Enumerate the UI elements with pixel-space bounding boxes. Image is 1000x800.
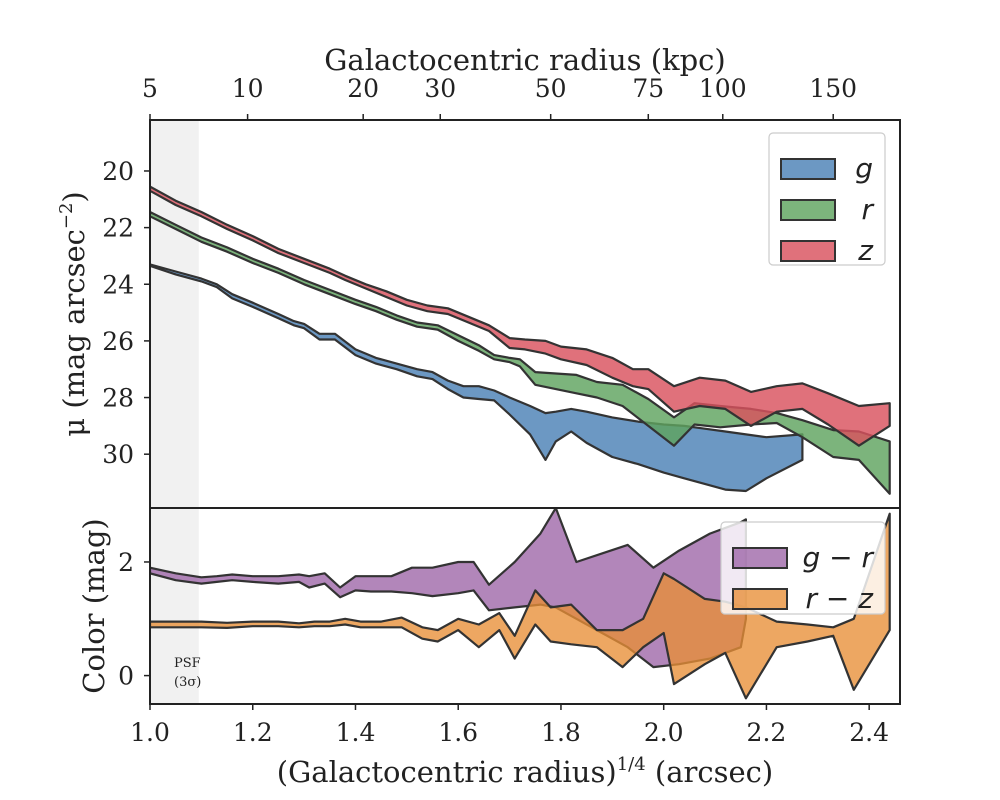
kpc-tick-label: 20 — [347, 74, 379, 103]
band-g — [150, 263, 804, 493]
color-y-axis-title: Color (mag) — [77, 518, 111, 693]
color-frame — [149, 507, 901, 705]
kpc-tick-label: 5 — [142, 74, 158, 103]
y-tick-label: 22 — [102, 214, 134, 243]
kpc-tick-label: 150 — [809, 74, 857, 103]
bottom-x-axis-title: (Galactocentric radius)1/4 (arcsec) — [277, 754, 773, 789]
psf-region-color — [150, 508, 199, 704]
kpc-tick-label: 100 — [699, 74, 747, 103]
top-x-axis-title: Galactocentric radius (kpc) — [324, 43, 725, 77]
legend-swatch — [732, 547, 788, 569]
x-tick-label: 1.2 — [233, 718, 273, 747]
bottom-x-ticks: 1.0 1.2 1.4 1.6 1.8 2.0 2.2 2.4 — [130, 704, 889, 747]
color-y-ticks: 02 — [118, 548, 150, 691]
legend-swatch — [732, 588, 788, 610]
psf-sigma-label: (3σ) — [174, 675, 201, 690]
legend-label: r — [861, 193, 874, 226]
legend-swatch — [780, 158, 836, 180]
surface-brightness-panel: 20 22 24 26 28 30 5 10 20 30 50 75 100 150 grz — [102, 74, 901, 509]
legend-label: r − z — [806, 582, 875, 615]
psf-region — [150, 120, 199, 508]
color-y-tick-label: 0 — [118, 662, 134, 691]
band-r — [150, 210, 891, 495]
surface-brightness-y-axis-title: μ (mag arcsec−2) — [56, 191, 91, 437]
band-z — [150, 185, 891, 447]
x-tick-label: 2.2 — [747, 718, 787, 747]
surface-brightness-bands — [150, 185, 891, 495]
legend-swatch — [780, 199, 836, 221]
y-tick-label: 26 — [102, 327, 134, 356]
x-tick-label: 1.0 — [130, 718, 170, 747]
y-tick-label: 28 — [102, 384, 134, 413]
x-tick-label: 2.0 — [644, 718, 684, 747]
psf-label: PSF — [174, 656, 201, 671]
kpc-tick-label: 75 — [632, 74, 664, 103]
x-tick-label: 1.4 — [336, 718, 376, 747]
legend-label: g − r — [802, 541, 874, 574]
x-tick-label: 1.6 — [438, 718, 478, 747]
legend-label: z — [857, 234, 874, 267]
legend-swatch — [780, 240, 836, 262]
band-rz — [150, 512, 891, 700]
kpc-tick-label: 50 — [535, 74, 567, 103]
y-tick-label: 30 — [102, 440, 134, 469]
x-tick-label: 2.4 — [849, 718, 889, 747]
surface-brightness-legend: grz — [768, 132, 886, 267]
color-bands — [150, 508, 891, 700]
legend-label: g — [855, 152, 873, 185]
color-legend: g − r r − z — [720, 521, 886, 615]
top-kpc-ticks: 5 10 20 30 50 75 100 150 — [142, 74, 857, 120]
y-tick-label: 20 — [102, 157, 134, 186]
y-tick-label: 24 — [102, 270, 134, 299]
x-tick-label: 1.8 — [541, 718, 581, 747]
color-panel: 02 1.0 1.2 1.4 1.6 1.8 2.0 2.2 2.4 g − rr − z P… — [118, 507, 901, 747]
kpc-tick-label: 10 — [232, 74, 264, 103]
color-y-tick-label: 2 — [118, 548, 134, 577]
surface-brightness-y-ticks: 20 22 24 26 28 30 — [102, 157, 150, 469]
kpc-tick-label: 30 — [424, 74, 456, 103]
